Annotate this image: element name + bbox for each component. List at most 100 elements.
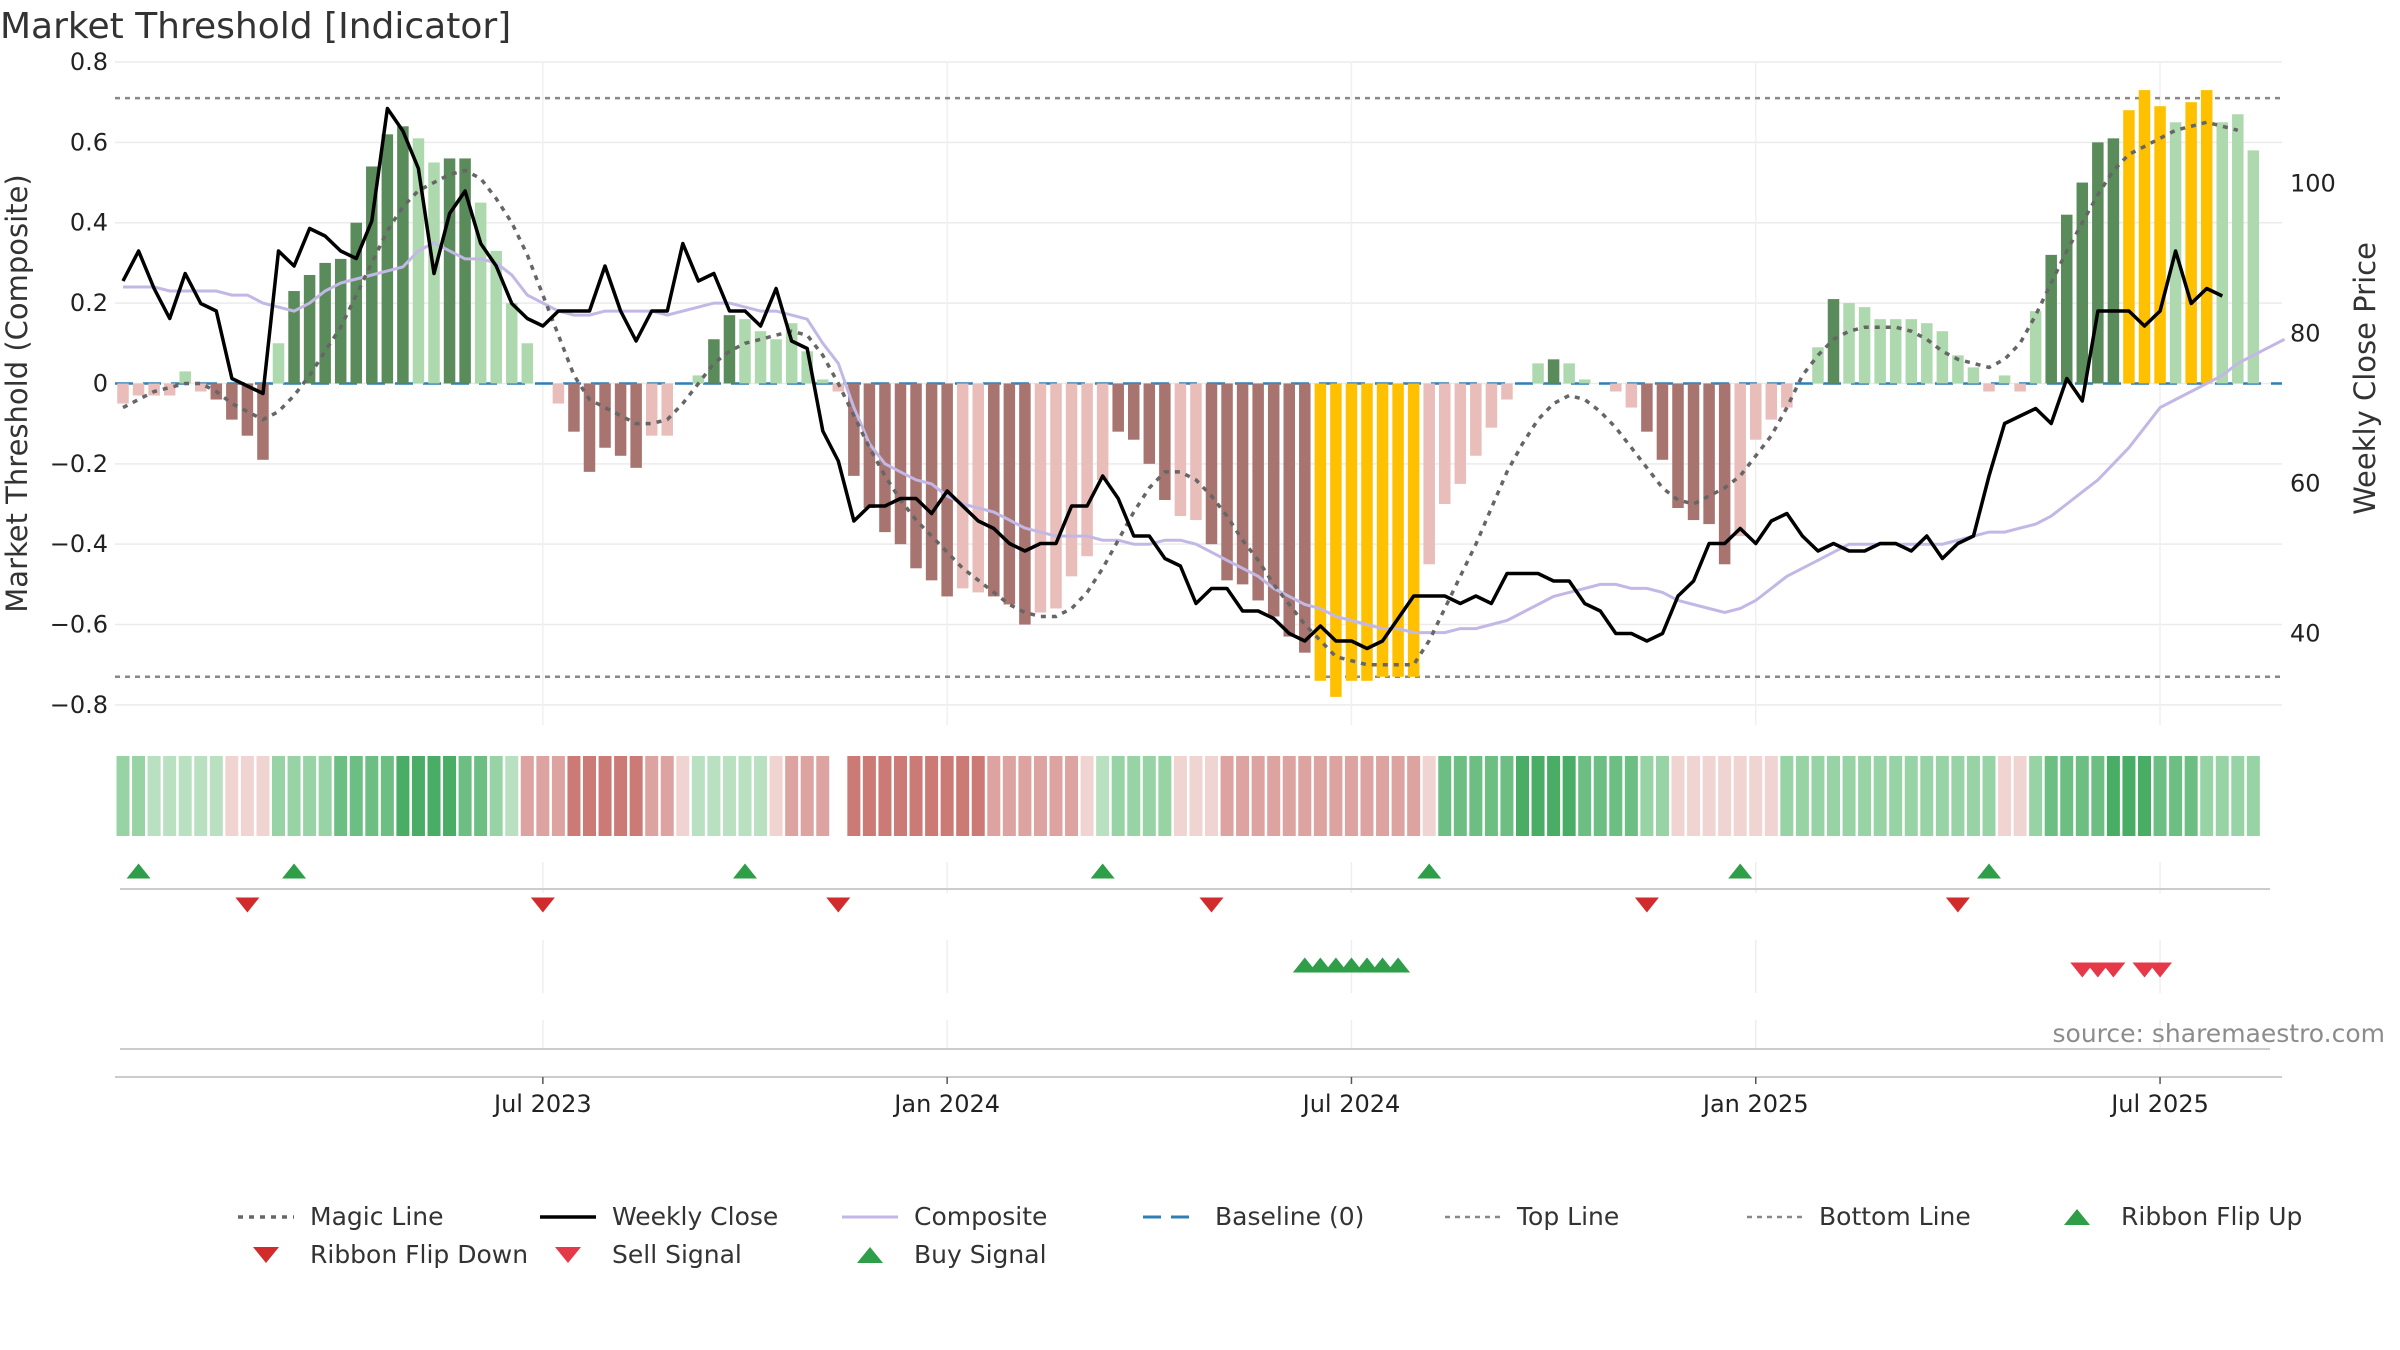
ribbon-cell-77	[1313, 756, 1327, 836]
ribbon-cell-30	[583, 756, 596, 836]
ribbon-cell-73	[1251, 756, 1265, 836]
ribbon-cell-79	[1344, 756, 1358, 836]
ribbon-cell-88	[1484, 756, 1498, 836]
ribbon-cell-34	[645, 756, 659, 836]
bar-21	[443, 158, 456, 384]
weekly-close-line	[121, 106, 2224, 651]
bar-9	[257, 383, 269, 460]
bar-7	[226, 383, 238, 420]
ribbon-cell-3	[163, 756, 177, 836]
ribbon-cell-109	[1811, 756, 1825, 836]
bar-79	[1345, 383, 1358, 681]
bar-24	[490, 250, 502, 384]
bar-56	[988, 383, 1000, 597]
ribbon-cell-117	[1935, 756, 1949, 836]
legend-label-5: Bottom Line	[1819, 1202, 1971, 1231]
ribbon-cell-82	[1391, 756, 1405, 836]
ribbon-cell-17	[380, 756, 394, 836]
right-tick-label-2: 60	[2290, 470, 2321, 498]
ribbon-cell-84	[1422, 756, 1436, 836]
ribbon-cell-108	[1795, 756, 1809, 836]
bar-26	[521, 343, 534, 384]
ribbon-cell-120	[1982, 756, 1996, 836]
left-tick-label-5: −0.2	[50, 450, 108, 478]
ribbon-cell-2	[147, 756, 161, 836]
bar-39	[723, 315, 736, 384]
bar-73	[1252, 383, 1264, 601]
bar-97	[1625, 383, 1638, 408]
ribbon-cell-27	[536, 756, 550, 836]
buy-signal-marker-1	[1308, 957, 1333, 973]
ribbon-cell-121	[1998, 756, 2012, 836]
ribbon-cell-54	[956, 756, 970, 836]
legend-swatch-7	[253, 1247, 279, 1263]
ribbon-cell-101	[1687, 756, 1701, 836]
bar-43	[785, 323, 798, 384]
bar-50	[894, 383, 907, 545]
bar-122	[2014, 383, 2026, 392]
bar-101	[1687, 383, 1700, 521]
right-axis-label: Weekly Close Price	[2348, 242, 2382, 515]
bar-134	[2200, 90, 2213, 384]
bar-45	[817, 379, 829, 384]
ribbon-cell-136	[2231, 756, 2245, 836]
legend-label-2: Composite	[914, 1202, 1047, 1231]
buy-signal-marker-3	[1339, 957, 1364, 973]
bar-94	[1578, 379, 1591, 384]
ribbon-cell-20	[427, 756, 441, 836]
ribbon-cell-99	[1655, 756, 1669, 836]
bar-125	[2061, 214, 2073, 384]
ribbon-cell-98	[1640, 756, 1654, 836]
ribbon-cell-81	[1376, 756, 1390, 836]
bar-68	[1174, 383, 1187, 517]
ribbon-cell-8	[240, 756, 254, 836]
ribbon-cell-95	[1593, 756, 1607, 836]
signal-markers	[126, 863, 2173, 978]
source-label: source: sharemaestro.com	[2053, 1019, 2386, 1048]
ribbon-cell-106	[1764, 756, 1778, 836]
bar-66	[1143, 383, 1156, 464]
bar-25	[506, 303, 518, 384]
bar-22	[459, 158, 471, 384]
bar-70	[1205, 383, 1218, 545]
ribbon-cell-115	[1904, 756, 1918, 836]
x-axis-ticks: Jul 2023 Jan 2024 Jul 2024 Jan 2025 Jul 2025	[492, 1077, 2209, 1118]
left-axis-label: Market Threshold (Composite)	[0, 174, 34, 612]
ribbon-cell-74	[1267, 756, 1281, 836]
bar-31	[599, 383, 611, 448]
sell-signal-marker-4	[2148, 962, 2173, 978]
bar-19	[412, 138, 425, 384]
bar-37	[692, 375, 705, 384]
bar-8	[241, 383, 254, 436]
buy-signal-marker-0	[1292, 957, 1317, 973]
ribbon-cell-66	[1142, 756, 1156, 836]
bar-47	[848, 383, 860, 476]
bar-78	[1330, 383, 1342, 697]
legend-label-8: Sell Signal	[612, 1240, 742, 1269]
bar-40	[739, 319, 751, 384]
ribbon-cell-118	[1951, 756, 1965, 836]
bar-112	[1858, 307, 1871, 384]
ribbon-cell-21	[443, 756, 457, 836]
ribbon-cell-35	[660, 756, 674, 836]
ribbon-cell-44	[800, 756, 814, 836]
ribbon-cell-132	[2169, 756, 2183, 836]
bar-57	[1003, 383, 1016, 605]
ribbon-flip-up-marker-3	[1090, 863, 1115, 879]
ribbon-flip-down-marker-5	[1945, 897, 1970, 913]
buy-signal-marker-6	[1386, 957, 1411, 973]
bar-131	[2154, 106, 2166, 384]
bar-137	[2247, 150, 2260, 384]
bar-107	[1781, 383, 1793, 408]
legend-swatch-8	[555, 1247, 581, 1263]
sell-signal-marker-3	[2132, 962, 2157, 978]
legend-swatch-9	[857, 1247, 883, 1263]
ribbon-cell-112	[1858, 756, 1872, 836]
ribbon-cell-15	[349, 756, 363, 836]
ribbon-cell-72	[1236, 756, 1250, 836]
bar-34	[645, 383, 658, 436]
bar-104	[1734, 383, 1746, 537]
ribbon-cell-135	[2215, 756, 2229, 836]
legend-label-7: Ribbon Flip Down	[310, 1240, 528, 1269]
ribbon-flip-down-marker-1	[530, 897, 555, 913]
